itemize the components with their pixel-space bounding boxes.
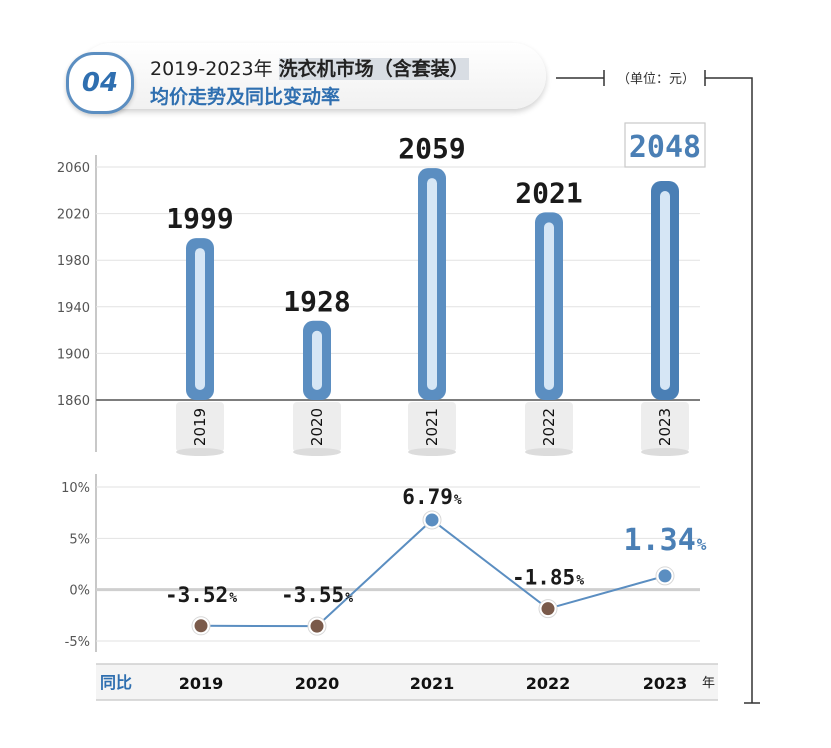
yoy-value-suffix: % [229,591,237,606]
yoy-value-number: -3.55 [281,583,344,607]
yoy-point [425,513,439,527]
yoy-value-label: -1.85% [512,566,584,590]
line-y-tick-label: -5% [65,635,90,650]
yoy-value-number: -1.85 [512,566,575,590]
yoy-point [658,569,672,583]
footer-year-label: 2020 [295,674,340,693]
yoy-value-label: -3.52% [165,583,237,607]
bar-pedestal-shadow [176,448,224,456]
unit-bracket-line [556,70,760,704]
line-y-tick-label: 10% [61,481,90,496]
yoy-value-number: 6.79 [402,485,453,509]
bar-pedestal-shadow [408,448,456,456]
bar-inner-highlight [195,248,205,390]
section-number-badge: 04 [66,52,134,114]
bar-y-tick-label: 2020 [57,208,90,223]
yoy-value-label: 6.79% [402,485,462,509]
bar-category-label: 2022 [540,408,558,446]
bar-category-label: 2020 [308,408,326,446]
bar-pedestal [176,402,224,452]
title-prefix: 2019-2023年 [150,58,279,80]
bar-value-label: 2021 [515,176,582,209]
bar-pedestal-shadow [525,448,573,456]
yoy-value-number: 1.34 [624,523,696,558]
footer-axis-row: 同比 2019 2020 2021 2022 2023 年 [96,663,718,701]
yoy-point [541,602,555,616]
bar-y-tick-label: 1860 [57,394,90,409]
yoy-value-label: 1.34% [624,523,707,558]
footer-row-label: 同比 [100,673,132,692]
yoy-value-label: -3.55% [281,583,353,607]
bar-value-label: 1928 [283,285,350,318]
yoy-series-line [200,518,666,628]
bracket-right-segment [705,77,753,703]
bar-pedestal [293,402,341,452]
title-highlight: 洗衣机市场（含套装） [278,58,469,80]
yoy-line-chart: -5%0%5%10%-3.52% -3.55%6.79%-1.85%1.34% [61,474,707,652]
highlight-value-box [624,122,706,168]
bar-pedestal-shadow [293,448,341,456]
bar-y-tick-label: 1940 [57,301,90,316]
unit-label: （单位：元） [617,72,696,87]
footer-year-label: 2021 [410,674,455,693]
footer-year-label: 2023 [643,674,688,693]
bar-pedestal [641,402,689,452]
bar-value-label: 2059 [398,132,465,165]
bar-y-tick-label: 1980 [57,254,90,269]
yoy-point [310,619,324,633]
bar-pedestal [525,402,573,452]
bar-category-label: 2023 [656,408,674,446]
bar-pedestal-shadow [641,448,689,456]
yoy-value-suffix: % [576,574,584,589]
yoy-point [194,619,208,633]
line-y-tick-label: 5% [69,532,90,547]
bar-category-label: 2021 [423,408,441,446]
bar-y-tick-label: 2060 [57,161,90,176]
footer-year-label: 2022 [526,674,571,693]
bar-value-label: 2048 [629,130,701,165]
chart-title: 2019-2023年 洗衣机市场（含套装） [150,54,469,81]
footer-year-label: 2019 [179,674,224,693]
bar-inner-highlight [544,222,554,390]
bar-inner-highlight [660,190,670,390]
yoy-value-suffix: % [345,591,353,606]
bar-inner-highlight [427,178,437,390]
footer-year-unit: 年 [702,676,715,691]
line-y-tick-label: 0% [69,584,90,599]
yoy-value-suffix: % [454,493,462,508]
yoy-value-suffix: % [697,535,707,554]
footer-band [96,664,718,700]
bar-y-tick-label: 1900 [57,347,90,362]
chart-subtitle: 均价走势及同比变动率 [150,86,341,108]
bar-category-label: 2019 [191,408,209,446]
yoy-value-number: -3.52 [165,583,228,607]
bar-pedestal [408,402,456,452]
price-bar-chart: 1860 1900 1940 1980 2020 2060 2019 1999 2020 1928… [57,122,706,456]
bar-value-label: 1999 [166,202,233,235]
bar-inner-highlight [312,330,322,390]
